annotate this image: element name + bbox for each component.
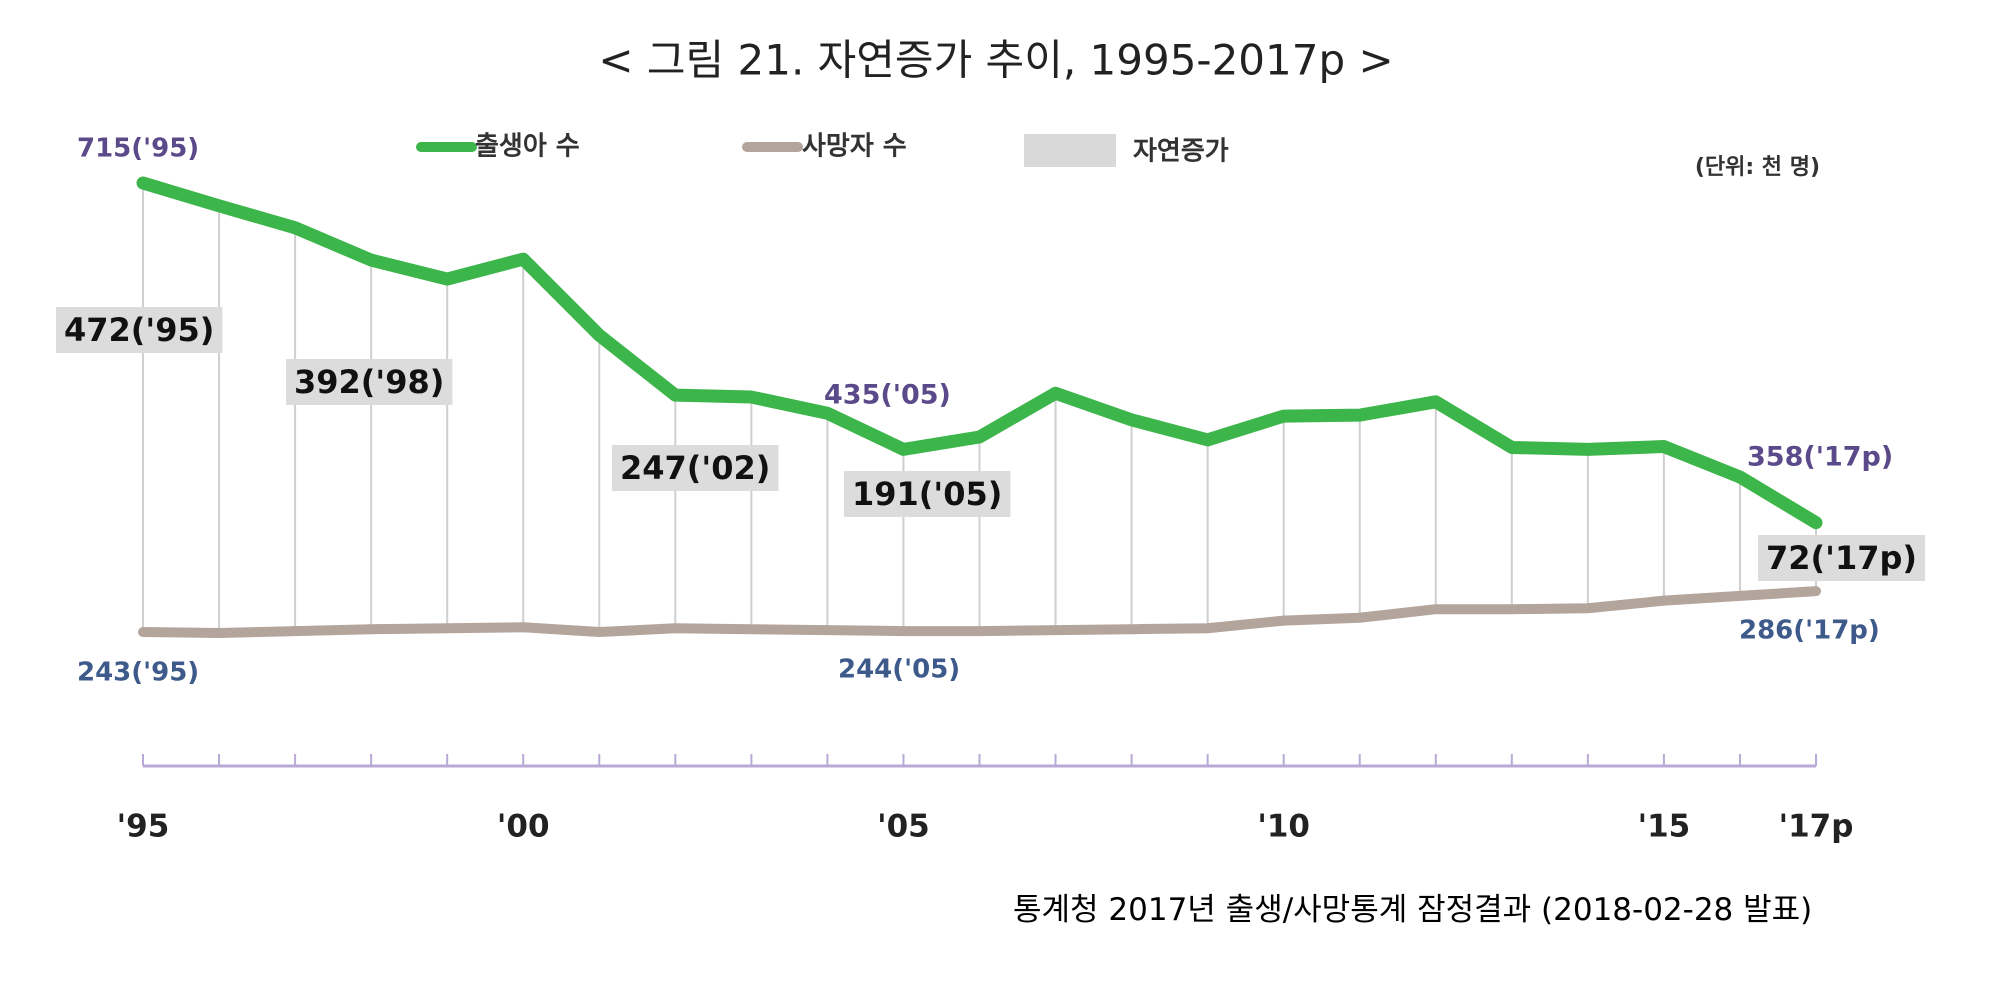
difference-lines [142,183,1817,633]
x-tick-label: '17p [1779,809,1854,845]
annotation: 72('17p) [1766,539,1917,577]
annotation: 286('17p) [1739,616,1880,646]
chart-title: < 그림 21. 자연증가 추이, 1995-2017p > [598,36,1393,85]
source-note: 통계청 2017년 출생/사망통계 잠정결과 (2018-02-28 발표) [1013,892,1813,928]
annotation: 472('95) [64,311,214,349]
series-line [136,176,1823,530]
annotation: 243('95) [77,658,199,688]
annotation-box [844,471,1011,517]
annotation: 358('17p) [1747,442,1893,473]
series-line [138,586,1821,638]
x-tick-label: '10 [1257,809,1310,845]
legend-label: 출생아 수 [475,132,580,162]
x-tick-label: '05 [877,809,930,845]
chart: < 그림 21. 자연증가 추이, 1995-2017p > (단위: 천 명)… [56,36,1926,845]
legend-label: 자연증가 [1133,137,1229,167]
annotation: 715('95) [77,134,199,164]
annotation: 191('05) [852,475,1002,513]
annotation-box [56,307,223,353]
annotation: 392('98) [294,363,444,401]
x-tick-label: '15 [1638,809,1691,845]
legend-swatch [1024,134,1116,167]
x-tick-label: '00 [497,809,550,845]
annotation: 435('05) [824,380,951,411]
annotation: 247('02) [620,449,770,487]
series-group [136,176,1823,638]
x-tick-label: '95 [117,809,170,845]
unit-note: (단위: 천 명) [1695,155,1820,180]
annotation-box [1758,535,1926,581]
annotation-box [612,445,779,491]
annotation: 244('05) [838,655,960,685]
annotations: 715('95) 472('95) 392('98) 247('02) 435('05)… [56,134,1926,688]
annotation-box [286,359,453,405]
legend-label: 사망자 수 [802,132,907,162]
